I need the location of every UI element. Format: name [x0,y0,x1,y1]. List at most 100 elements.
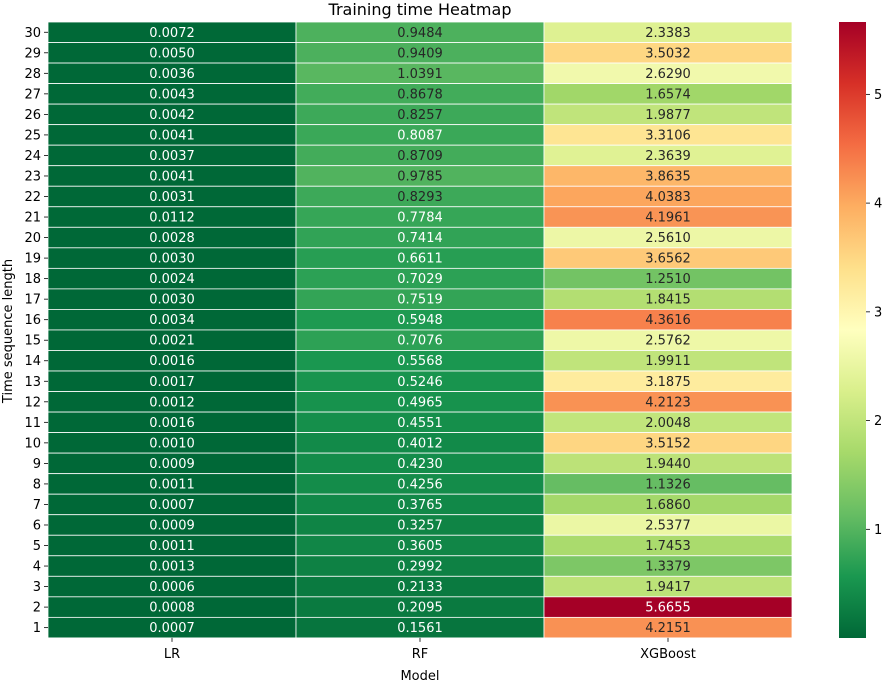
colorbar [839,22,866,638]
cell-value-label: 0.0041 [149,128,195,143]
cell-value-label: 1.1326 [645,477,691,492]
cell-value-label: 3.6562 [645,252,691,267]
cell-value-label: 0.0024 [149,272,195,287]
cell-value-label: 0.0007 [149,621,195,636]
cell-value-label: 2.0048 [645,416,691,431]
y-tick-label: 21 [24,211,41,226]
cell-value-label: 2.5377 [645,518,691,533]
cell-value-label: 0.8293 [397,190,443,205]
cell-value-label: 0.0009 [149,457,195,472]
cell-value-label: 0.3765 [397,498,443,513]
cell-value-label: 0.7414 [397,231,443,246]
y-tick-label: 2 [33,601,41,616]
cell-value-label: 0.4965 [397,395,443,410]
y-tick-label: 25 [24,128,41,143]
cell-value-label: 2.5610 [645,231,691,246]
x-tick-label: XGBoost [640,647,696,662]
cell-value-label: 0.2095 [397,601,443,616]
y-tick-label: 16 [24,313,41,328]
cell-value-label: 4.1961 [645,211,691,226]
cell-value-label: 0.0112 [149,211,195,226]
y-tick-label: 13 [24,375,41,390]
y-tick-label: 14 [24,354,41,369]
colorbar-tick-label: 1 [874,523,882,538]
cell-value-label: 0.7029 [397,272,443,287]
y-tick-label: 20 [24,231,41,246]
cell-value-label: 0.0012 [149,395,195,410]
heatmap-cells [47,21,793,639]
cell-value-label: 2.5762 [645,334,691,349]
cell-value-label: 0.9409 [397,46,443,61]
cell-value-label: 0.0006 [149,580,195,595]
cell-value-label: 4.3616 [645,313,691,328]
cell-value-label: 1.9911 [645,354,691,369]
y-tick-label: 9 [33,457,41,472]
y-tick-label: 28 [24,67,41,82]
cell-value-label: 0.4230 [397,457,443,472]
cell-value-label: 0.3257 [397,518,443,533]
y-tick-label: 26 [24,108,41,123]
cell-value-label: 1.3379 [645,560,691,575]
y-tick-labels: 3029282726252423222120191817161514131211… [24,26,48,636]
x-tick-labels: LR RF XGBoost [164,637,696,662]
y-tick-label: 8 [33,477,41,492]
cell-value-label: 0.0007 [149,498,195,513]
colorbar-tick-label: 4 [874,197,882,212]
cell-value-label: 0.9484 [397,26,443,41]
cell-value-label: 0.0028 [149,231,195,246]
cell-value-label: 0.4551 [397,416,443,431]
cell-value-label: 0.0042 [149,108,195,123]
cell-value-label: 4.0383 [645,190,691,205]
y-tick-label: 27 [24,87,41,102]
cell-value-label: 0.7784 [397,211,443,226]
cell-value-label: 0.0072 [149,26,195,41]
cell-value-label: 0.7076 [397,334,443,349]
y-tick-label: 29 [24,46,41,61]
y-tick-label: 24 [24,149,41,164]
y-tick-label: 6 [33,518,41,533]
cell-value-label: 0.0011 [149,477,195,492]
y-axis-label: Time sequence length [1,259,16,404]
cell-value-label: 3.5032 [645,46,691,61]
cell-value-label: 2.3383 [645,26,691,41]
x-axis-label: Model [400,669,439,683]
cell-value-label: 1.2510 [645,272,691,287]
cell-value-label: 0.0009 [149,518,195,533]
cell-value-label: 0.3605 [397,539,443,554]
y-tick-label: 3 [33,580,41,595]
cell-value-label: 0.2133 [397,580,443,595]
y-tick-label: 22 [24,190,41,205]
cell-value-label: 4.2123 [645,395,691,410]
cell-value-label: 1.9440 [645,457,691,472]
cell-value-label: 0.0008 [149,601,195,616]
cell-labels: 0.0072 0.9484 2.3383 0.0050 0.9409 3.5032 0.00… [149,26,691,636]
cell-value-label: 0.8709 [397,149,443,164]
cell-value-label: 1.6860 [645,498,691,513]
cell-value-label: 0.6611 [397,252,443,267]
cell-value-label: 0.0011 [149,539,195,554]
y-tick-label: 11 [24,416,41,431]
cell-value-label: 1.6574 [645,87,691,102]
y-tick-label: 18 [24,272,41,287]
cell-value-label: 1.9417 [645,580,691,595]
cell-value-label: 0.0043 [149,87,195,102]
cell-value-label: 0.0013 [149,560,195,575]
cell-value-label: 2.3639 [645,149,691,164]
cell-value-label: 0.0036 [149,67,195,82]
cell-value-label: 5.6655 [645,601,691,616]
colorbar-tick-label: 2 [874,414,882,429]
cell-value-label: 0.2992 [397,560,443,575]
cell-value-label: 0.0030 [149,293,195,308]
cell-value-label: 0.8087 [397,128,443,143]
cell-value-label: 0.1561 [397,621,443,636]
y-tick-label: 17 [24,293,41,308]
cell-value-label: 0.0037 [149,149,195,164]
y-tick-label: 30 [24,26,41,41]
cell-value-label: 3.1875 [645,375,691,390]
y-tick-label: 23 [24,169,41,184]
y-tick-label: 19 [24,252,41,267]
cell-value-label: 3.5152 [645,436,691,451]
cell-value-label: 0.0031 [149,190,195,205]
cell-value-label: 1.9877 [645,108,691,123]
